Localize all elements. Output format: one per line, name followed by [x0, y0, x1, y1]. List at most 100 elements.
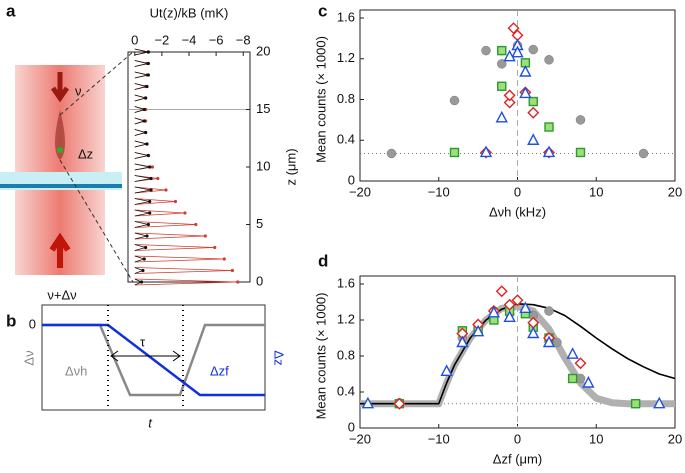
zoom-line [59, 51, 134, 116]
point [511, 45, 524, 58]
y-tick-label: 0.4 [337, 132, 355, 147]
point [574, 357, 587, 370]
y-tick-label: 20 [256, 43, 270, 58]
panel-label: d [318, 251, 328, 270]
trace-tip [148, 199, 152, 204]
point [542, 335, 556, 348]
point [527, 326, 540, 339]
label: Δν [21, 350, 36, 365]
point [575, 373, 586, 384]
trace-tip [145, 234, 149, 238]
point [542, 145, 556, 158]
point [487, 305, 501, 318]
x-tick-label: −20 [349, 431, 371, 446]
x-tick-label: −8 [236, 32, 251, 47]
y-tick-label: 0 [256, 273, 263, 288]
y-tick-label: 0.4 [337, 383, 355, 398]
trace-tip [150, 165, 154, 169]
point [630, 399, 641, 409]
y-tick-label: 0 [348, 419, 355, 434]
trace-tip [194, 222, 198, 227]
trace-tip [146, 222, 150, 227]
x-tick-label: −2 [154, 32, 169, 47]
point [497, 59, 507, 69]
point [638, 148, 649, 159]
x-axis-title: Δzf (μm) [493, 451, 542, 466]
schematic-a: ν Δz ν+Δν [0, 51, 134, 302]
trace [134, 221, 196, 228]
trace [134, 140, 148, 148]
label: Δz [272, 350, 287, 365]
trace [134, 60, 148, 67]
y-tick-label: 1.2 [337, 50, 355, 65]
schematic-b: 0 Δν Δz Δνh τ Δzf t [21, 304, 287, 430]
point [495, 285, 508, 298]
x-tick-label: −4 [182, 32, 197, 47]
y-tick-label: 0.8 [337, 347, 355, 362]
x-tick-label: 0 [514, 184, 521, 199]
point [511, 294, 524, 307]
trace [134, 152, 149, 159]
trace-tip [149, 188, 153, 192]
point [503, 49, 516, 62]
point [393, 397, 406, 410]
label: τ [140, 334, 146, 349]
trace [134, 232, 148, 240]
point [528, 96, 538, 107]
point [653, 396, 666, 409]
y-tick-label: 0 [348, 172, 355, 187]
x-tick-label: 20 [668, 184, 682, 199]
x-tick-label: −20 [349, 184, 371, 199]
trace [134, 129, 148, 136]
y-tick-label: 15 [256, 101, 270, 116]
label: ν [75, 83, 82, 98]
trace [134, 255, 225, 263]
shift-trace [42, 323, 265, 397]
panel-label: b [6, 311, 16, 330]
x-tick-label: 20 [668, 431, 682, 446]
point [503, 96, 516, 109]
x-axis-title: Ut(z)/kB (mK) [150, 5, 229, 20]
trace-tip [146, 50, 150, 54]
point [544, 55, 554, 65]
y-tick-label: 1.6 [337, 9, 355, 24]
trace-tip [148, 211, 152, 215]
y-tick-label: 0.8 [337, 91, 355, 106]
point [449, 147, 460, 158]
trace-tip [149, 176, 153, 181]
frame [41, 304, 266, 411]
trace-tip [139, 280, 144, 284]
trace [134, 71, 148, 79]
point [497, 81, 507, 91]
y-tick-label: 1.2 [337, 311, 355, 326]
label: ν+Δν [47, 287, 76, 302]
duration-arrow [110, 350, 181, 362]
point [361, 396, 375, 409]
trace-tip [144, 245, 148, 250]
point [566, 347, 579, 359]
trace-tip [203, 234, 207, 238]
x-tick-label: −6 [209, 32, 224, 47]
point [519, 301, 532, 313]
point [449, 95, 460, 106]
point [497, 45, 507, 56]
lattice [55, 110, 65, 160]
trace [134, 267, 233, 274]
point [503, 89, 516, 102]
trace-tip [142, 119, 146, 123]
point [544, 306, 554, 316]
point [386, 148, 397, 159]
x-tick-label: 10 [589, 184, 603, 199]
point [471, 324, 485, 337]
x-tick-label: −10 [428, 184, 450, 199]
trace-tip [141, 268, 145, 273]
y-tick-label: 10 [256, 158, 270, 173]
y-axis-title: Mean counts (× 1000) [313, 293, 328, 420]
point [575, 115, 586, 125]
trace-tip [146, 61, 150, 66]
trace-tip [145, 142, 149, 146]
point [527, 133, 540, 145]
trace-tip [164, 188, 168, 192]
trace [134, 94, 148, 102]
